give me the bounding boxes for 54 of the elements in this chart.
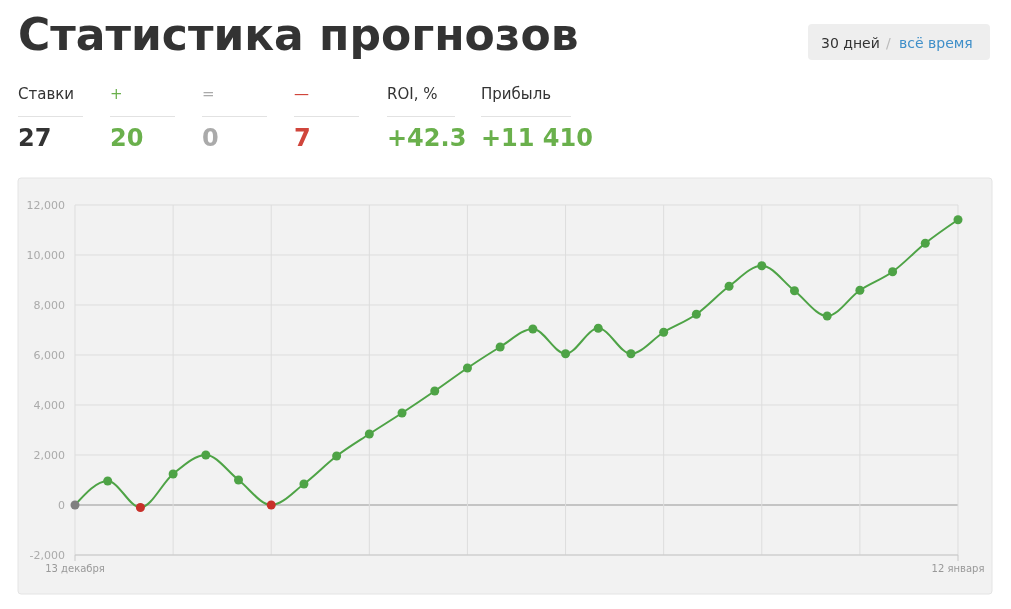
y-tick-label: 2,000 <box>33 449 65 462</box>
y-tick-label: 10,000 <box>26 249 65 262</box>
point <box>822 311 832 321</box>
point <box>364 429 374 439</box>
point <box>920 238 930 248</box>
point <box>495 342 505 352</box>
text: — <box>294 85 309 103</box>
text: Прибыль <box>481 85 552 103</box>
text: 0 <box>202 124 219 152</box>
y-tick-label: 4,000 <box>33 399 65 412</box>
text: Ставки <box>18 85 75 103</box>
point <box>626 349 636 359</box>
chart-title: Статистика прогнозов <box>18 9 579 60</box>
text: 7 <box>294 124 311 152</box>
text: + <box>110 85 123 103</box>
point <box>397 408 407 418</box>
text: +42.3 <box>387 124 467 152</box>
point <box>462 363 472 373</box>
text: 20 <box>110 124 144 152</box>
point <box>528 324 538 334</box>
text: 27 <box>18 124 52 152</box>
x-tick-label: 13 декабря <box>45 563 105 574</box>
point <box>266 500 276 510</box>
text: ROI, % <box>387 85 438 103</box>
text: +11 410 <box>481 124 593 152</box>
point <box>888 267 898 277</box>
text: 30 дней <box>821 35 880 51</box>
text: / <box>886 35 891 51</box>
point <box>724 281 734 291</box>
point <box>757 261 767 271</box>
y-tick-label: 12,000 <box>26 199 65 212</box>
point <box>855 285 865 295</box>
y-tick-label: -2,000 <box>29 549 65 562</box>
point <box>430 386 440 396</box>
point <box>168 469 178 479</box>
point <box>135 503 145 512</box>
point <box>953 215 963 225</box>
y-tick-label: 6,000 <box>33 349 65 362</box>
y-tick-label: 8,000 <box>33 299 65 312</box>
point <box>70 500 80 510</box>
point <box>691 309 701 319</box>
point <box>659 327 669 337</box>
y-tick-label: 0 <box>58 499 65 512</box>
point <box>103 476 113 486</box>
point <box>234 475 244 485</box>
point <box>332 451 342 461</box>
point <box>789 286 799 296</box>
x-tick-label: 12 января <box>931 563 985 574</box>
point <box>593 323 603 333</box>
point <box>299 479 309 489</box>
text: всё время <box>899 35 973 51</box>
text: = <box>202 85 215 103</box>
point <box>201 450 211 460</box>
point <box>561 349 571 359</box>
